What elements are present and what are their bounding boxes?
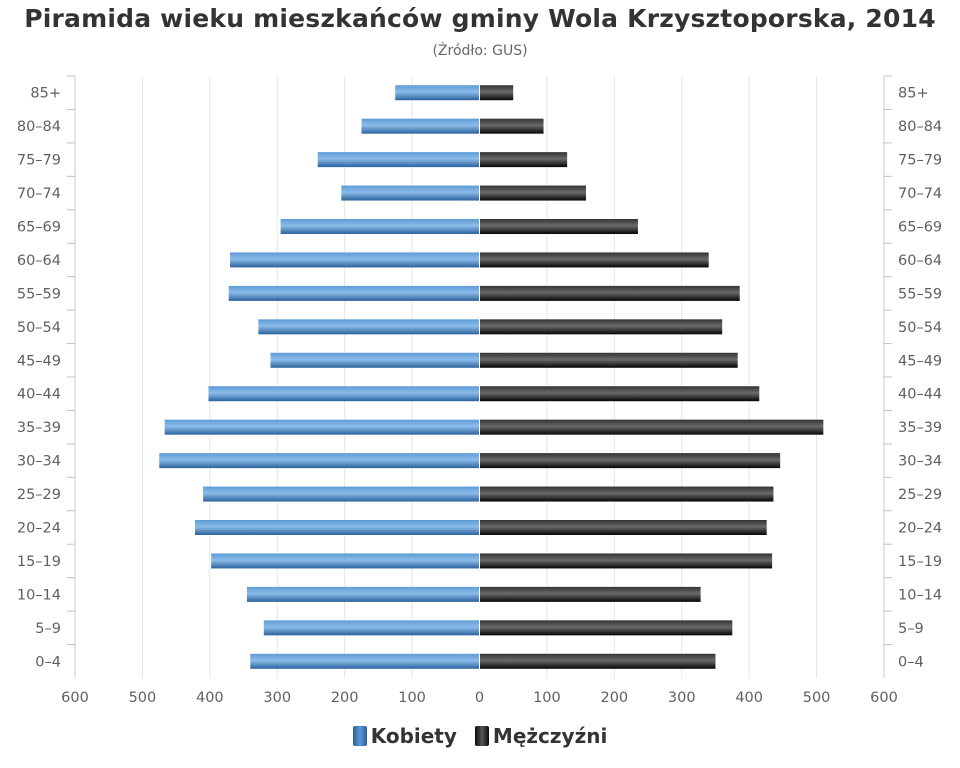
y-tick-label-left: 70–74 xyxy=(17,186,61,202)
bar-mezczyzni[interactable] xyxy=(479,152,568,168)
y-tick-label-left: 5–9 xyxy=(35,621,61,637)
y-tick-label-right: 0–4 xyxy=(898,654,924,670)
x-tick-label: 500 xyxy=(129,690,157,706)
x-tick-label: 300 xyxy=(668,690,696,706)
y-tick-label-right: 55–59 xyxy=(898,286,942,302)
bar-kobiety[interactable] xyxy=(270,352,480,368)
bar-mezczyzni[interactable] xyxy=(479,653,716,669)
bar-kobiety[interactable] xyxy=(246,586,480,602)
y-tick-label-left: 85+ xyxy=(30,86,61,102)
bar-kobiety[interactable] xyxy=(258,319,480,335)
bar-mezczyzni[interactable] xyxy=(479,586,701,602)
x-tick-label: 300 xyxy=(263,690,291,706)
y-tick-label-left: 40–44 xyxy=(17,387,61,403)
x-tick-label: 400 xyxy=(196,690,224,706)
x-tick-label: 100 xyxy=(533,690,561,706)
legend-swatch-kobiety xyxy=(352,726,367,746)
bar-kobiety[interactable] xyxy=(250,653,480,669)
y-tick-label-right: 40–44 xyxy=(898,387,942,403)
bar-mezczyzni[interactable] xyxy=(479,85,514,101)
y-tick-label-left: 25–29 xyxy=(17,487,61,503)
y-tick-label-left: 45–49 xyxy=(17,353,61,369)
bar-mezczyzni[interactable] xyxy=(479,620,733,636)
x-tick-label: 500 xyxy=(803,690,831,706)
bar-mezczyzni[interactable] xyxy=(479,486,774,502)
bar-mezczyzni[interactable] xyxy=(479,386,760,402)
pyramid-chart: 600 500 400 300 200 100 0 100 200 300 400 500 600 85+… xyxy=(17,75,942,706)
y-tick-label-left: 60–64 xyxy=(17,253,61,269)
y-tick-label-left: 50–54 xyxy=(17,320,61,336)
y-tick-label-right: 70–74 xyxy=(898,186,942,202)
bar-mezczyzni[interactable] xyxy=(479,520,767,535)
y-tick-label-right: 85+ xyxy=(898,86,929,102)
bar-mezczyzni[interactable] xyxy=(479,553,773,569)
bar-kobiety[interactable] xyxy=(228,285,480,301)
bar-mezczyzni[interactable] xyxy=(479,118,544,134)
x-tick-label: 0 xyxy=(475,690,484,706)
y-tick-label-right: 10–14 xyxy=(898,587,942,603)
y-tick-label-right: 75–79 xyxy=(898,153,942,169)
x-tick-label: 100 xyxy=(398,690,426,706)
legend-label-mezczyzni: Mężczyźni xyxy=(492,724,608,748)
legend-item-kobiety[interactable]: Kobiety xyxy=(352,724,457,748)
y-tick-label-right: 60–64 xyxy=(898,253,942,269)
y-tick-label-left: 20–24 xyxy=(17,521,61,537)
bar-kobiety[interactable] xyxy=(263,620,480,636)
bar-kobiety[interactable] xyxy=(211,553,480,569)
y-tick-label-right: 50–54 xyxy=(898,320,942,336)
bar-mezczyzni[interactable] xyxy=(479,419,824,435)
y-tick-label-left: 10–14 xyxy=(17,587,61,603)
bar-kobiety[interactable] xyxy=(164,419,480,435)
x-tick-label: 400 xyxy=(735,690,763,706)
bar-kobiety[interactable] xyxy=(195,520,480,535)
x-tick-label: 600 xyxy=(61,690,89,706)
bar-kobiety[interactable] xyxy=(230,252,480,268)
y-tick-label-right: 80–84 xyxy=(898,119,942,135)
legend-swatch-mezczyzni xyxy=(474,726,489,746)
bar-mezczyzni[interactable] xyxy=(479,352,738,368)
y-tick-label-right: 20–24 xyxy=(898,521,942,537)
y-tick-label-left: 0–4 xyxy=(35,654,61,670)
bar-mezczyzni[interactable] xyxy=(479,219,638,234)
bar-mezczyzni[interactable] xyxy=(479,285,740,301)
axis-layer xyxy=(67,75,892,646)
y-tick-label-right: 5–9 xyxy=(898,621,924,637)
bar-mezczyzni[interactable] xyxy=(479,185,587,201)
bar-mezczyzni[interactable] xyxy=(479,252,709,268)
legend-label-kobiety: Kobiety xyxy=(370,724,457,748)
bar-mezczyzni[interactable] xyxy=(479,453,781,469)
y-tick-label-right: 15–19 xyxy=(898,554,942,570)
y-tick-label-right: 25–29 xyxy=(898,487,942,503)
x-tick-label: 600 xyxy=(870,690,898,706)
bar-kobiety[interactable] xyxy=(317,152,480,168)
bar-mezczyzni[interactable] xyxy=(479,319,723,335)
bar-kobiety[interactable] xyxy=(280,219,480,234)
bar-kobiety[interactable] xyxy=(395,85,480,101)
y-tick-label-left: 75–79 xyxy=(17,153,61,169)
y-tick-label-left: 80–84 xyxy=(17,119,61,135)
y-tick-label-right: 30–34 xyxy=(898,454,942,470)
y-tick-label-right: 65–69 xyxy=(898,220,942,236)
y-tick-label-left: 30–34 xyxy=(17,454,61,470)
y-tick-label-left: 55–59 xyxy=(17,286,61,302)
bar-kobiety[interactable] xyxy=(159,453,480,469)
y-tick-label-right: 35–39 xyxy=(898,420,942,436)
chart-subtitle: (Źródło: GUS) xyxy=(432,43,528,59)
chart-title: Piramida wieku mieszkańców gminy Wola Kr… xyxy=(24,4,936,33)
y-tick-label-left: 65–69 xyxy=(17,220,61,236)
y-tick-label-right: 45–49 xyxy=(898,353,942,369)
bar-kobiety[interactable] xyxy=(203,486,480,502)
bar-layer xyxy=(159,76,824,678)
x-tick-label: 200 xyxy=(600,690,628,706)
bar-kobiety[interactable] xyxy=(341,185,480,201)
label-layer: 600 500 400 300 200 100 0 100 200 300 400 500 600 85+… xyxy=(17,86,942,706)
y-tick-label-left: 15–19 xyxy=(17,554,61,570)
legend-item-mezczyzni[interactable]: Mężczyźni xyxy=(474,724,608,748)
bar-kobiety[interactable] xyxy=(208,386,480,402)
y-tick-label-left: 35–39 xyxy=(17,420,61,436)
x-tick-label: 200 xyxy=(331,690,359,706)
bar-kobiety[interactable] xyxy=(361,118,480,134)
legend: Kobiety Mężczyźni xyxy=(0,720,960,752)
